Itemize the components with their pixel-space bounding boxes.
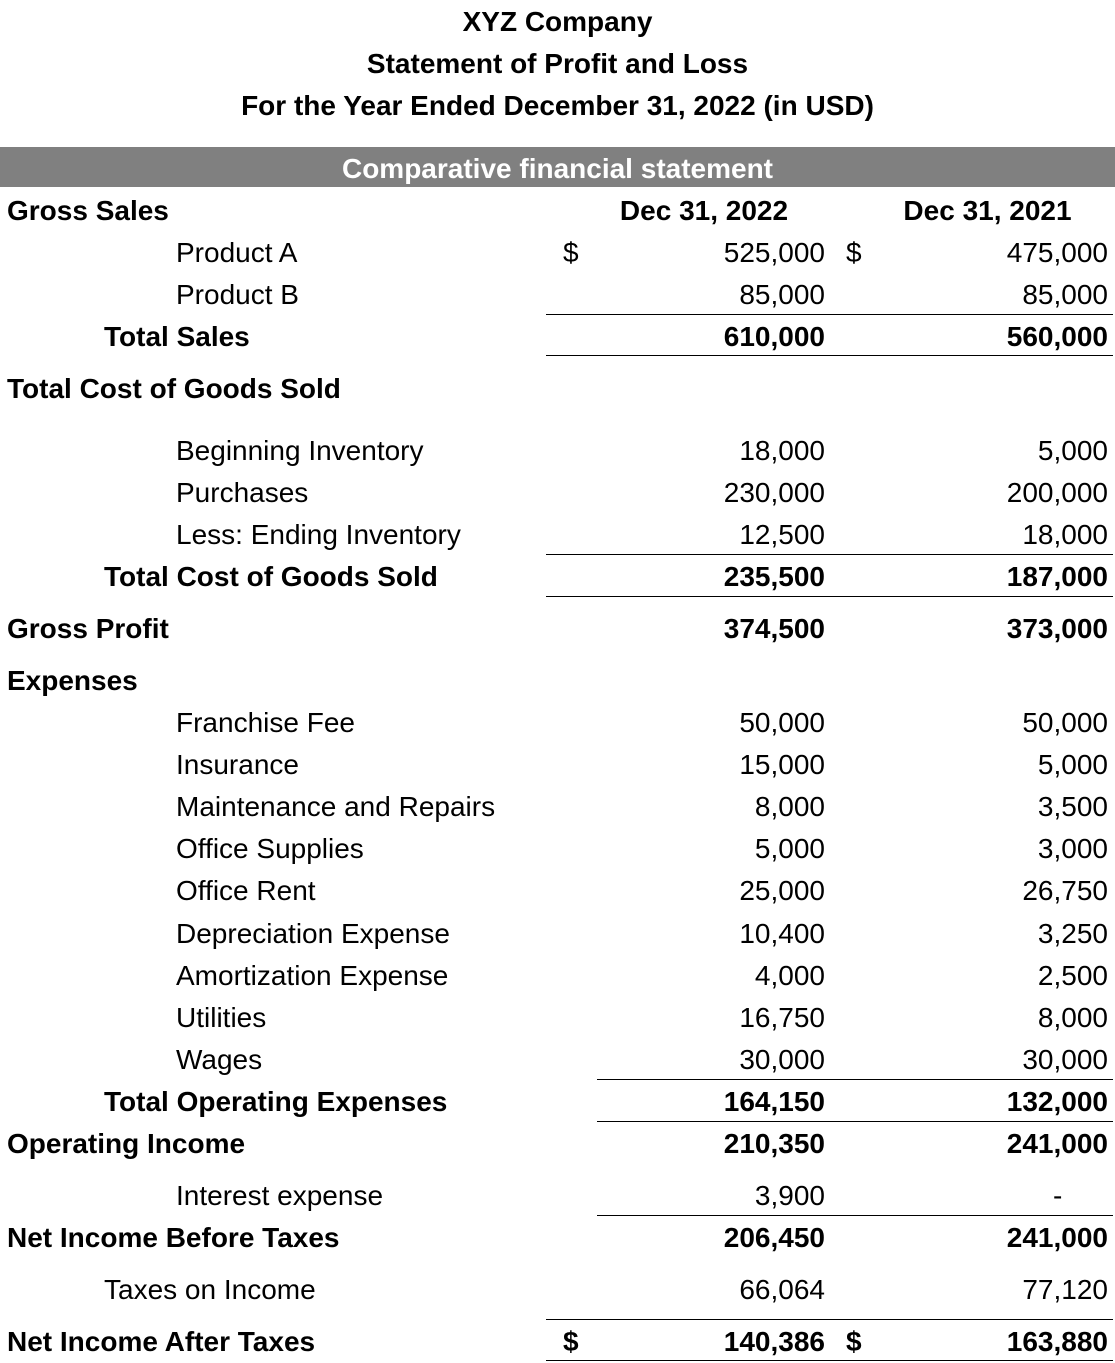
- statement-title: Statement of Profit and Loss: [366, 48, 749, 79]
- value-2021: 5,000: [1037, 435, 1108, 466]
- subtotal-rule: [546, 1319, 1113, 1320]
- total-cogs-2022: 235,500: [723, 561, 825, 592]
- total-rule: [546, 355, 1113, 356]
- row-label: Beginning Inventory: [176, 435, 424, 466]
- value-2022: 8,000: [754, 791, 825, 822]
- currency-symbol: $: [563, 1326, 579, 1357]
- row-label: Utilities: [176, 1002, 267, 1033]
- value-2022: 50,000: [739, 707, 825, 738]
- value-2022: 12,500: [739, 519, 825, 550]
- column-header-2021: Dec 31, 2021: [903, 195, 1072, 226]
- value-2021: 30,000: [1022, 1044, 1108, 1075]
- cogs-heading: Total Cost of Goods Sold: [7, 373, 341, 404]
- column-header-2022: Dec 31, 2022: [619, 195, 789, 226]
- net-after-taxes-2022: 140,386: [723, 1326, 825, 1357]
- total-sales-2021: 560,000: [1006, 321, 1108, 352]
- operating-income-label: Operating Income: [7, 1128, 246, 1159]
- subtotal-rule: [546, 554, 1113, 555]
- total-cogs-2021: 187,000: [1006, 561, 1108, 592]
- value-2021: -: [1053, 1180, 1063, 1211]
- operating-income-2021: 241,000: [1006, 1128, 1108, 1159]
- row-label: Taxes on Income: [104, 1274, 316, 1305]
- operating-income-2022: 210,350: [723, 1128, 825, 1159]
- value-2022: 525,000: [723, 237, 825, 268]
- row-label: Maintenance and Repairs: [176, 791, 496, 822]
- value-2021: 5,000: [1037, 749, 1108, 780]
- value-2021: 2,500: [1037, 960, 1108, 991]
- subtotal-rule: [597, 1215, 1113, 1216]
- total-cogs-label: Total Cost of Goods Sold: [104, 561, 438, 592]
- net-before-taxes-label: Net Income Before Taxes: [7, 1222, 340, 1253]
- row-label: Franchise Fee: [176, 707, 355, 738]
- subtotal-rule: [597, 1121, 1113, 1122]
- value-2022: 5,000: [754, 833, 825, 864]
- row-label: Office Supplies: [176, 833, 364, 864]
- net-before-taxes-2022: 206,450: [723, 1222, 825, 1253]
- row-label: Purchases: [176, 477, 309, 508]
- value-2021: 26,750: [1022, 875, 1108, 906]
- value-2022: 25,000: [739, 875, 825, 906]
- total-rule: [546, 596, 1113, 597]
- value-2021: 200,000: [1006, 477, 1108, 508]
- row-label: Product B: [176, 279, 299, 310]
- gross-profit-2021: 373,000: [1006, 613, 1108, 644]
- gross-sales-heading: Gross Sales: [7, 195, 169, 226]
- value-2022: 15,000: [739, 749, 825, 780]
- company-name: XYZ Company: [462, 6, 653, 37]
- row-label: Insurance: [176, 749, 299, 780]
- row-label: Product A: [176, 237, 298, 268]
- value-2022: 10,400: [739, 918, 825, 949]
- gross-profit-2022: 374,500: [723, 613, 825, 644]
- currency-symbol: $: [563, 237, 579, 268]
- value-2021: 50,000: [1022, 707, 1108, 738]
- value-2021: 85,000: [1022, 279, 1108, 310]
- period-title: For the Year Ended December 31, 2022 (in…: [241, 90, 874, 121]
- currency-symbol: $: [846, 1326, 862, 1357]
- expenses-heading: Expenses: [7, 665, 138, 696]
- value-2021: 3,250: [1037, 918, 1108, 949]
- value-2021: 3,000: [1037, 833, 1108, 864]
- total-rule: [546, 1360, 1113, 1361]
- subtotal-rule: [597, 1079, 1113, 1080]
- net-after-taxes-label: Net Income After Taxes: [7, 1326, 316, 1357]
- value-2021: 3,500: [1037, 791, 1108, 822]
- total-expenses-label: Total Operating Expenses: [104, 1086, 448, 1117]
- value-2021: 77,120: [1022, 1274, 1108, 1305]
- value-2021: 18,000: [1022, 519, 1108, 550]
- value-2022: 3,900: [754, 1180, 825, 1211]
- value-2022: 16,750: [739, 1002, 825, 1033]
- subtotal-rule: [546, 314, 1113, 315]
- value-2022: 66,064: [739, 1274, 825, 1305]
- value-2022: 18,000: [739, 435, 825, 466]
- gross-profit-label: Gross Profit: [7, 613, 169, 644]
- total-sales-2022: 610,000: [723, 321, 825, 352]
- row-label: Interest expense: [176, 1180, 384, 1211]
- row-label: Amortization Expense: [176, 960, 449, 991]
- total-expenses-2022: 164,150: [723, 1086, 825, 1117]
- row-label: Wages: [176, 1044, 263, 1075]
- value-2022: 85,000: [739, 279, 825, 310]
- net-after-taxes-2021: 163,880: [1006, 1326, 1108, 1357]
- currency-symbol: $: [846, 237, 862, 268]
- value-2022: 230,000: [723, 477, 825, 508]
- value-2022: 4,000: [754, 960, 825, 991]
- row-label: Office Rent: [176, 875, 316, 906]
- value-2021: 475,000: [1006, 237, 1108, 268]
- value-2022: 30,000: [739, 1044, 825, 1075]
- value-2021: 8,000: [1037, 1002, 1108, 1033]
- row-label: Depreciation Expense: [176, 918, 450, 949]
- comparative-banner: Comparative financial statement: [0, 147, 1115, 187]
- net-before-taxes-2021: 241,000: [1006, 1222, 1108, 1253]
- total-expenses-2021: 132,000: [1006, 1086, 1108, 1117]
- row-label: Less: Ending Inventory: [176, 519, 461, 550]
- total-sales-label: Total Sales: [104, 321, 250, 352]
